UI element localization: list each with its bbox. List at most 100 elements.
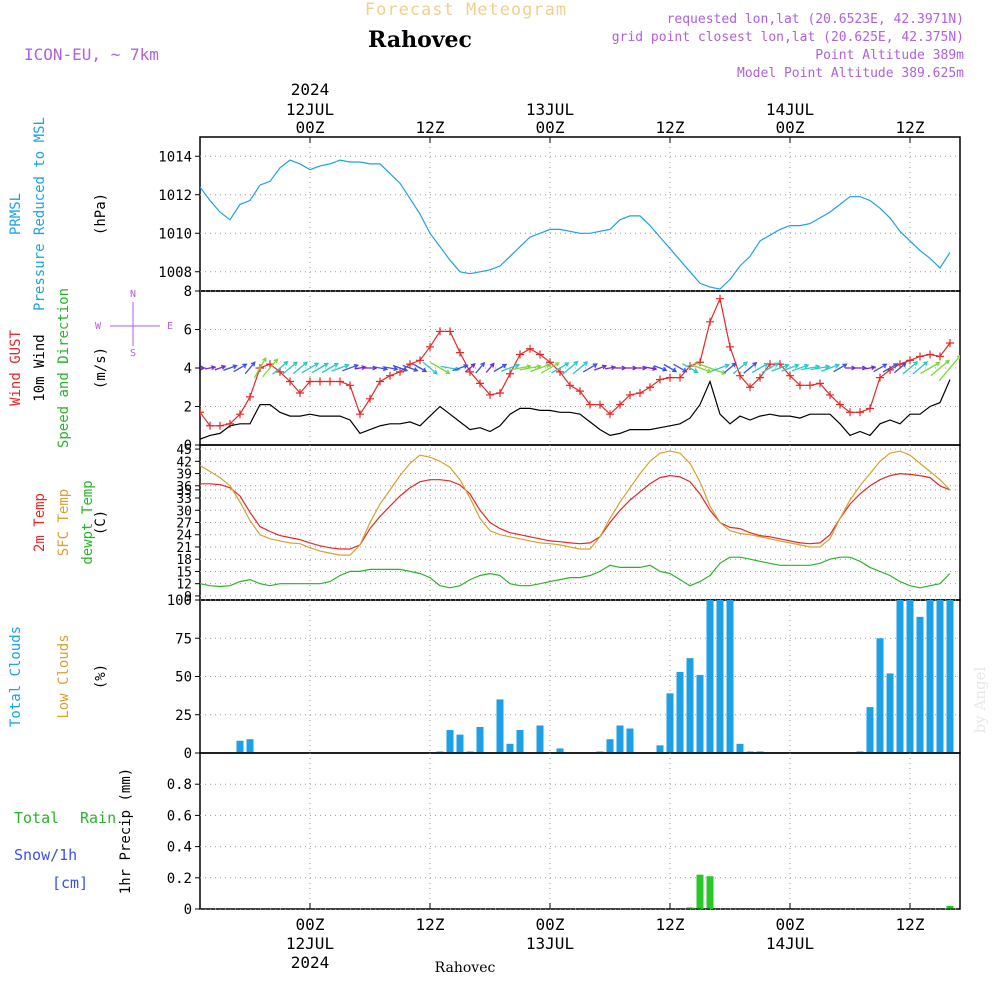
bar: [746, 751, 754, 753]
data-point: [806, 381, 814, 390]
y-tick-label: 6: [184, 323, 192, 339]
data-point: [376, 377, 384, 386]
wind-arrow: [582, 363, 598, 373]
wind-arrow-head: [804, 363, 810, 369]
y-tick-label: 33: [176, 492, 192, 507]
y-tick-label: 0.4: [167, 840, 192, 856]
wind-arrow: [694, 361, 726, 375]
wind-arrow-head: [842, 363, 848, 369]
wind-arrow-head: [489, 362, 495, 368]
wind-arrow: [810, 365, 830, 371]
wind-arrow-head: [935, 361, 941, 367]
wind-arrow: [282, 361, 298, 375]
wind-arrow: [663, 363, 677, 373]
time-label-top: 12Z: [896, 118, 925, 137]
data-point: [496, 389, 504, 398]
data-point: [276, 367, 284, 376]
data-point: [556, 367, 564, 376]
wind-arrow-head: [721, 370, 727, 375]
wind-arrow-head: [200, 365, 206, 371]
bar: [236, 740, 244, 753]
wind-arrow: [372, 366, 388, 370]
bar: [616, 725, 624, 753]
time-label-bottom: 00Z: [536, 915, 565, 934]
wind-arrow: [311, 362, 329, 374]
y-tick-label: 30: [176, 504, 192, 519]
data-point: [336, 377, 344, 386]
data-point: [666, 373, 674, 382]
y-tick-label: 0: [184, 438, 192, 454]
data-point: [246, 392, 254, 401]
bar: [686, 907, 694, 909]
wind-arrow: [223, 364, 237, 372]
data-point: [926, 350, 934, 359]
panel-label: dewpt Temp: [80, 480, 96, 564]
wind-arrow-head: [261, 356, 267, 363]
data-point: [586, 400, 594, 409]
y-tick-label: 0.2: [167, 871, 192, 887]
wind-arrow: [673, 363, 687, 373]
panel-label: Speed and Direction: [56, 288, 72, 448]
wind-arrow-head: [794, 363, 800, 369]
wind-arrow: [204, 366, 216, 370]
y-tick-label: 18: [176, 553, 192, 568]
wind-arrow-head: [463, 364, 469, 369]
bar: [436, 751, 444, 753]
bar: [706, 876, 714, 909]
data-point: [566, 381, 574, 390]
y-tick-label: 39: [176, 468, 192, 483]
bar: [466, 751, 474, 753]
wind-arrow: [413, 363, 427, 373]
y-tick-label: 35: [176, 484, 192, 499]
panel-precip: 0 0.2 0.4 0.6 0.8 1hr Precip (mm) Total Rain Sno…: [14, 752, 961, 918]
wind-arrow: [551, 362, 569, 374]
series-sfc-temp: [200, 450, 951, 556]
bar: [886, 673, 894, 753]
time-label-top: 12Z: [656, 118, 685, 137]
wind-arrow: [422, 361, 438, 375]
data-point: [746, 383, 754, 392]
data-point: [676, 373, 684, 382]
y-tick-label: 75: [175, 631, 192, 647]
series-10m-wind: [200, 379, 951, 440]
time-label-bottom: 14JUL: [766, 934, 814, 953]
wind-arrow-head: [923, 361, 929, 366]
wind-arrow-head: [333, 362, 339, 368]
wind-arrow-head: [292, 361, 298, 367]
time-label-bottom: 12Z: [416, 915, 445, 934]
series-line: [200, 556, 951, 589]
y-tick-label: 1008: [158, 265, 192, 281]
data-point: [876, 373, 884, 382]
wind-arrow-head: [283, 360, 289, 366]
y-tick-label: 15: [176, 565, 192, 580]
data-point: [306, 377, 314, 386]
data-point: [396, 367, 404, 376]
wind-arrow-head: [480, 361, 486, 367]
wind-arrow: [682, 363, 698, 373]
wind-arrow-head: [752, 361, 758, 367]
series-speed-and-direction: [200, 354, 960, 382]
wind-arrow: [382, 366, 398, 370]
y-axis-unit: (hPa): [93, 193, 109, 235]
wind-arrow: [301, 362, 319, 374]
wind-arrow: [732, 361, 748, 375]
bar: [866, 707, 874, 753]
wind-arrow: [930, 359, 950, 377]
y-tick-label: 1012: [158, 188, 192, 204]
bar: [606, 739, 614, 753]
wind-arrow: [643, 366, 657, 370]
data-point: [406, 360, 414, 369]
data-point: [866, 404, 874, 413]
wind-arrow: [342, 364, 358, 372]
wind-arrow: [882, 363, 898, 373]
panel-clouds: 0 25 50 75 100 (%) Total Clouds Low Clouds: [8, 593, 961, 762]
data-point: [476, 379, 484, 388]
wind-arrow-head: [763, 362, 769, 368]
y-tick-label: 42: [176, 455, 192, 470]
wind-arrow: [321, 362, 339, 374]
bar: [676, 671, 684, 753]
panel-label: Low Clouds: [56, 634, 72, 718]
wind-arrow-head: [601, 364, 608, 370]
wind-arrow-head: [344, 363, 350, 369]
